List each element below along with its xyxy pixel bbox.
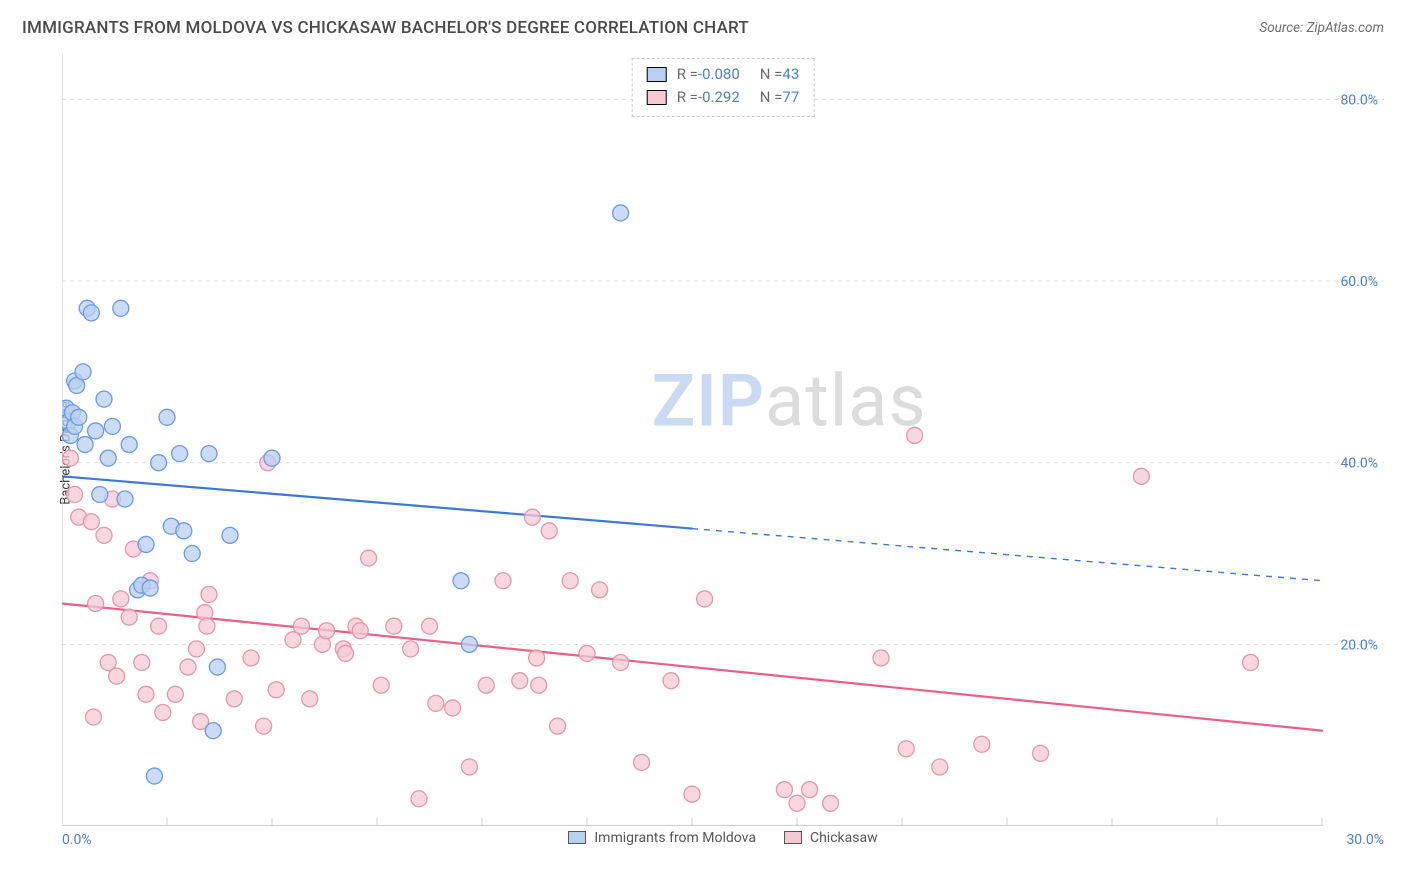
series-legend: Immigrants from Moldova Chickasaw [62, 830, 1384, 846]
legend-item-chickasaw: Chickasaw [784, 830, 878, 846]
header: IMMIGRANTS FROM MOLDOVA VS CHICKASAW BAC… [0, 0, 1406, 44]
stats-legend: R = -0.080 N = 43 R = -0.292 N = 77 [632, 58, 815, 117]
r-label: R = [677, 86, 698, 109]
stats-row-moldova: R = -0.080 N = 43 [647, 63, 800, 86]
svg-text:20.0%: 20.0% [1340, 637, 1378, 653]
svg-text:80.0%: 80.0% [1340, 92, 1378, 108]
r-value: -0.292 [698, 86, 740, 109]
source-credit: Source: ZipAtlas.com [1259, 20, 1384, 36]
swatch-icon [647, 90, 667, 105]
legend-item-moldova: Immigrants from Moldova [568, 830, 756, 846]
n-value: 43 [782, 63, 799, 86]
legend-label: Chickasaw [810, 830, 878, 846]
n-value: 77 [782, 86, 799, 109]
swatch-icon [647, 67, 667, 82]
x-axis-max-label: 30.0% [1346, 832, 1384, 848]
r-value: -0.080 [698, 63, 740, 86]
swatch-icon [784, 831, 802, 844]
plot-inner: ZIPatlas 20.0%40.0%60.0%80.0% R = -0.080… [62, 54, 1384, 826]
scatter-chart: 20.0% 40.0% 60.0% 80.0% [62, 54, 1384, 826]
swatch-icon [568, 831, 586, 844]
source-link[interactable]: ZipAtlas.com [1307, 20, 1384, 36]
svg-text:60.0%: 60.0% [1340, 274, 1378, 290]
n-label: N = [760, 63, 783, 86]
n-label: N = [760, 86, 783, 109]
stats-row-chickasaw: R = -0.292 N = 77 [647, 86, 800, 109]
page-title: IMMIGRANTS FROM MOLDOVA VS CHICKASAW BAC… [22, 18, 749, 38]
x-axis-row: 0.0% Immigrants from Moldova Chickasaw 3… [62, 826, 1384, 852]
source-prefix: Source: [1259, 20, 1306, 36]
r-label: R = [677, 63, 698, 86]
plot-area: Bachelor's Degree ZIPatlas 20.0%40.0%60.… [22, 54, 1384, 852]
svg-text:40.0%: 40.0% [1340, 456, 1378, 472]
legend-label: Immigrants from Moldova [594, 830, 756, 846]
